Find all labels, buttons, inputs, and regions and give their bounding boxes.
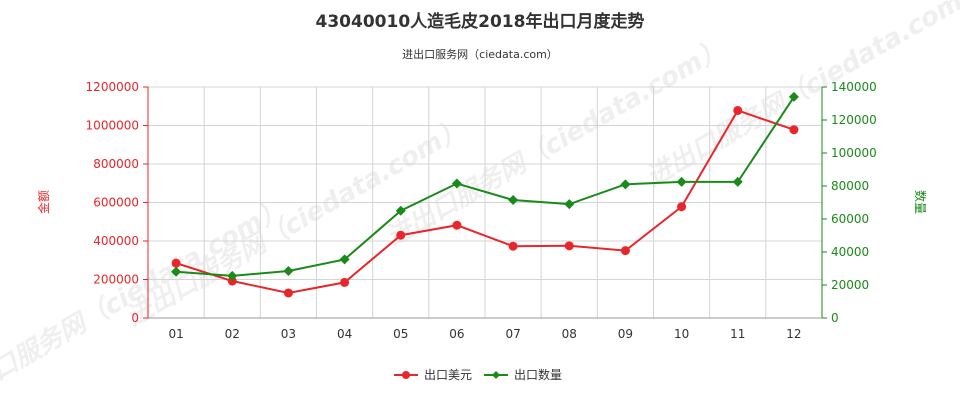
series-2-point — [620, 179, 631, 190]
left-tick-label: 1200000 — [86, 80, 139, 94]
right-tick-label: 140000 — [831, 80, 877, 94]
x-tick-label: 04 — [337, 327, 352, 341]
legend-label-2: 出口数量 — [514, 367, 562, 382]
right-axis-title: 数量 — [913, 190, 928, 214]
series-1-point — [283, 288, 293, 298]
x-tick-label: 05 — [393, 327, 408, 341]
left-tick-label: 400000 — [93, 234, 139, 248]
x-tick-label: 11 — [730, 327, 745, 341]
x-tick-label: 03 — [281, 327, 296, 341]
right-tick-label: 0 — [831, 311, 839, 325]
series-1-point — [508, 241, 518, 251]
series-1-point — [340, 277, 350, 287]
series-2-point — [395, 205, 406, 216]
series-1-point — [564, 241, 574, 251]
x-tick-label: 12 — [786, 327, 801, 341]
series-layer — [171, 91, 799, 298]
chart-title: 43040010人造毛皮2018年出口月度走势 — [316, 11, 645, 32]
series-1-point — [452, 220, 462, 230]
chart-subtitle: 进出口服务网（ciedata.com） — [402, 47, 558, 61]
axes: 0200000400000600000800000100000012000000… — [86, 80, 877, 341]
left-tick-label: 800000 — [93, 157, 139, 171]
series-2-point — [788, 91, 799, 102]
x-tick-label: 02 — [225, 327, 240, 341]
series-2-point — [283, 265, 294, 276]
right-tick-label: 100000 — [831, 146, 877, 160]
x-tick-label: 09 — [618, 327, 633, 341]
series-2-point — [227, 270, 238, 281]
series-2-point — [339, 254, 350, 265]
x-tick-label: 07 — [505, 327, 520, 341]
legend-marker-2 — [492, 371, 500, 379]
legend-label-1: 出口美元 — [424, 368, 472, 382]
right-tick-label: 40000 — [831, 245, 869, 259]
x-tick-label: 10 — [674, 327, 689, 341]
legend-marker-1 — [402, 371, 410, 379]
series-2-point — [732, 176, 743, 187]
series-1-point — [789, 125, 799, 135]
series-2-point — [564, 199, 575, 210]
left-axis-title: 金额 — [36, 190, 51, 214]
series-line-2 — [176, 96, 795, 277]
left-tick-label: 600000 — [93, 196, 139, 210]
right-tick-label: 80000 — [831, 179, 869, 193]
series-1-point — [620, 246, 630, 256]
series-1-point — [677, 202, 687, 212]
right-tick-label: 120000 — [831, 113, 877, 127]
left-tick-label: 200000 — [93, 273, 139, 287]
watermark-text: 进出口服务网（ciedata.com） — [0, 193, 291, 400]
series-line-1 — [175, 109, 795, 294]
x-tick-label: 06 — [449, 327, 464, 341]
series-1-point — [733, 105, 743, 115]
series-1-point — [396, 230, 406, 240]
series-2-point — [171, 266, 182, 277]
right-tick-label: 20000 — [831, 278, 869, 292]
series-2-point — [451, 178, 462, 189]
x-tick-label: 01 — [168, 327, 183, 341]
legend: 出口美元 出口数量 — [394, 367, 562, 382]
series-1-point — [227, 276, 237, 286]
series-2-point — [508, 195, 519, 206]
series-1-point — [171, 258, 181, 268]
right-tick-label: 60000 — [831, 212, 869, 226]
left-tick-label: 1000000 — [86, 119, 139, 133]
left-tick-label: 0 — [131, 311, 139, 325]
series-2-point — [676, 176, 687, 187]
x-tick-label: 08 — [562, 327, 577, 341]
